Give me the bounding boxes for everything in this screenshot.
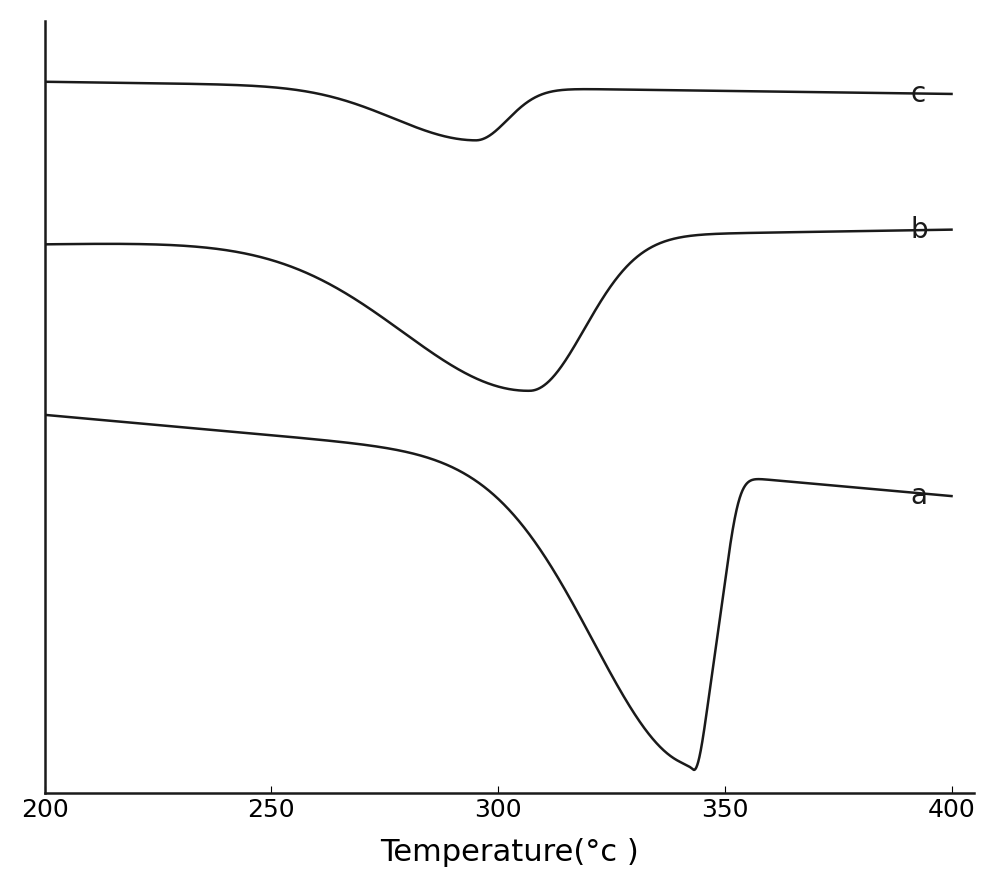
Text: a: a xyxy=(911,482,928,510)
Text: b: b xyxy=(911,216,928,243)
X-axis label: Temperature(°c ): Temperature(°c ) xyxy=(380,838,639,868)
Text: c: c xyxy=(911,80,926,108)
